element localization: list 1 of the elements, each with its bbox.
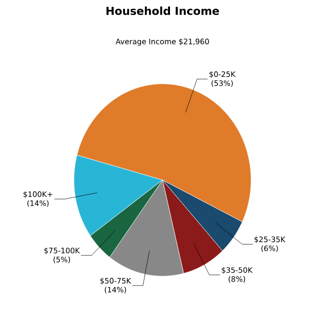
chart-title: Household Income [106, 6, 219, 15]
